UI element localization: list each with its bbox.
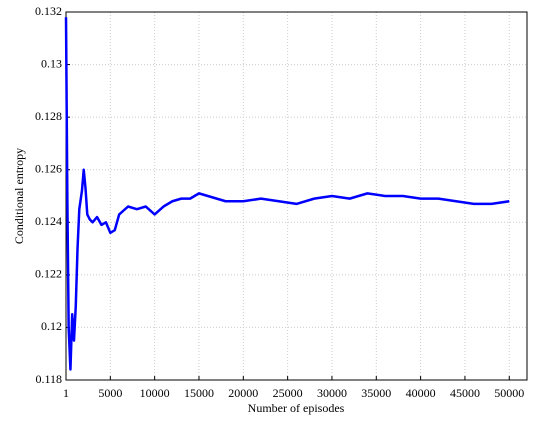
x-tick-label: 40000 xyxy=(406,386,436,400)
x-tick-label: 45000 xyxy=(450,386,480,400)
y-tick-label: 0.132 xyxy=(35,4,62,18)
x-axis-label: Number of episodes xyxy=(248,401,345,415)
y-tick-label: 0.118 xyxy=(35,372,62,386)
x-tick-label: 35000 xyxy=(361,386,391,400)
data-line xyxy=(64,17,510,371)
x-tick-label: 1 xyxy=(63,386,69,400)
x-tick-label: 20000 xyxy=(228,386,258,400)
plot-frame xyxy=(65,11,528,381)
y-tick-label: 0.13 xyxy=(41,56,62,70)
y-tick-label: 0.124 xyxy=(35,214,62,228)
x-tick-label: 50000 xyxy=(494,386,524,400)
y-tick-label: 0.126 xyxy=(35,161,62,175)
x-tick-label: 10000 xyxy=(140,386,170,400)
x-tick-label: 25000 xyxy=(273,386,303,400)
y-tick-label: 0.122 xyxy=(35,267,62,281)
y-axis-label: Conditional entropy xyxy=(12,148,26,244)
y-tick-label: 0.12 xyxy=(41,319,62,333)
x-tick-label: 5000 xyxy=(98,386,122,400)
x-tick-label: 15000 xyxy=(184,386,214,400)
y-tick-label: 0.128 xyxy=(35,109,62,123)
x-tick-label: 30000 xyxy=(317,386,347,400)
